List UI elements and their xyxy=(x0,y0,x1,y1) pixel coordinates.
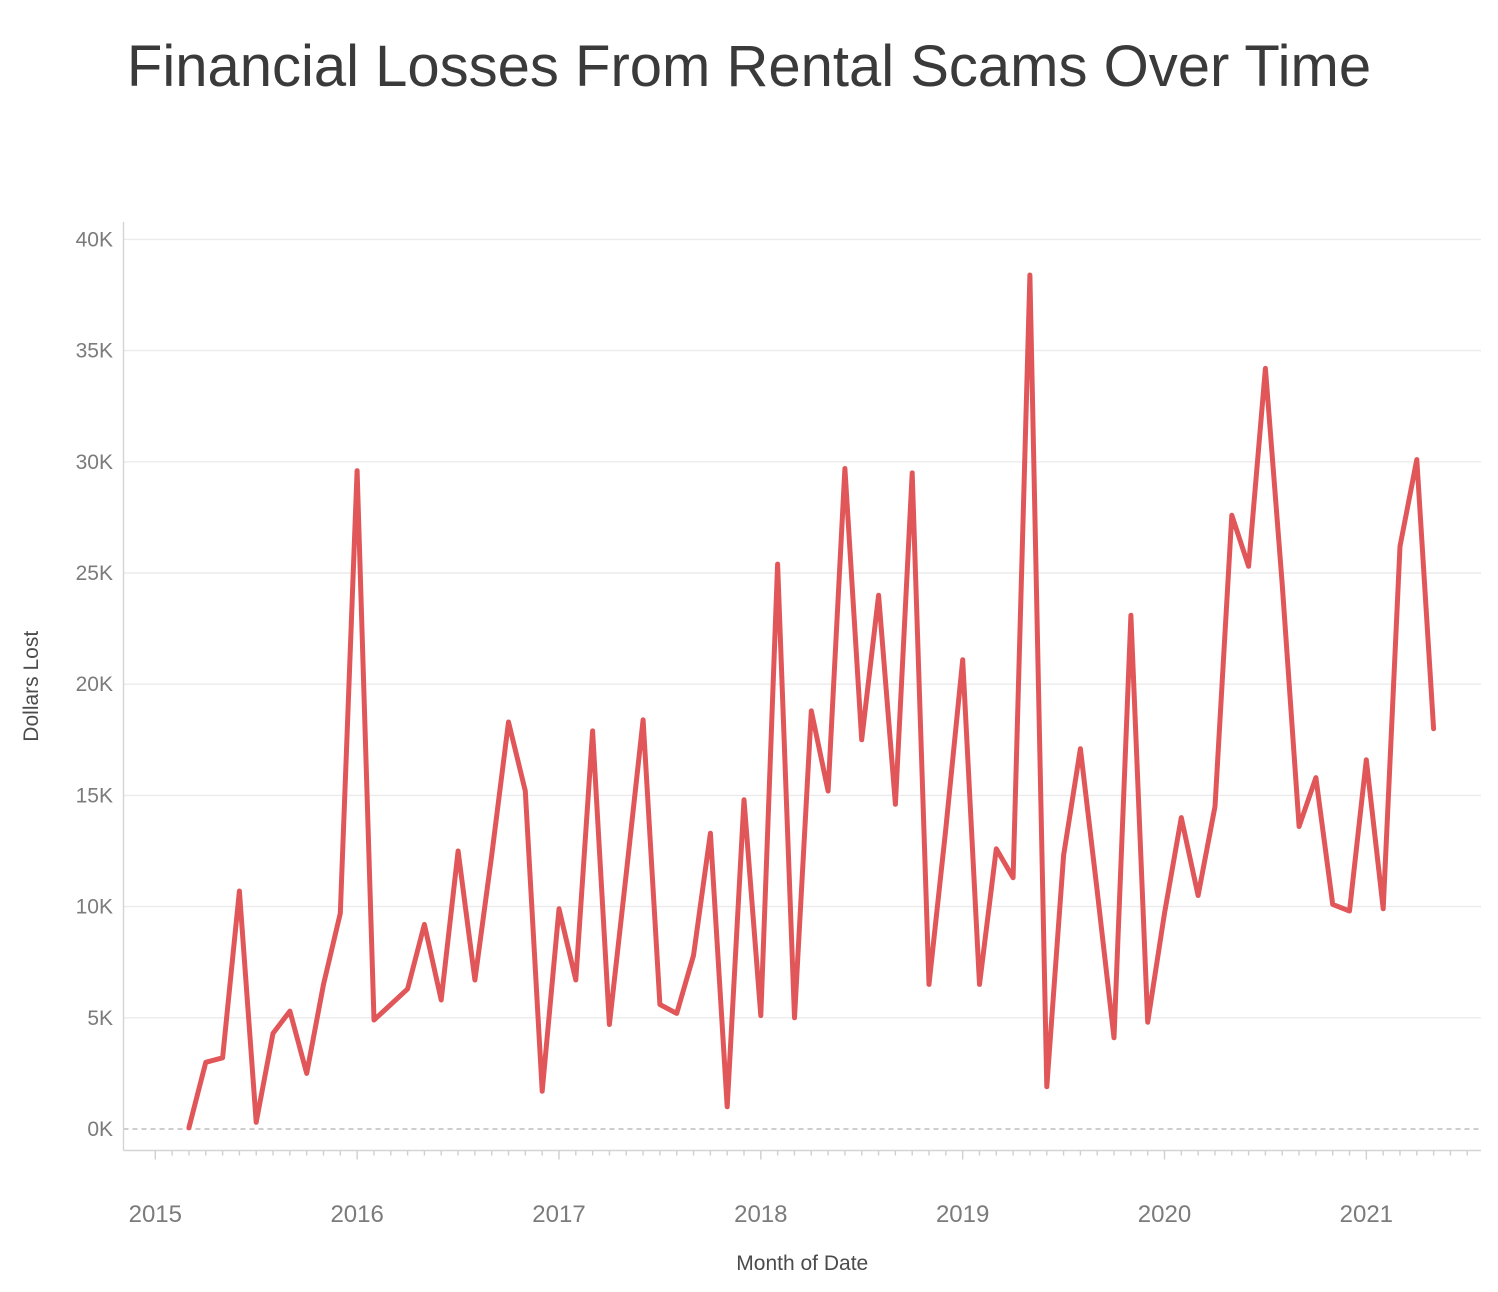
chart-title: Financial Losses From Rental Scams Over … xyxy=(126,34,1372,99)
y-tick-label: 15K xyxy=(76,784,113,807)
y-tick-label: 10K xyxy=(76,896,113,919)
x-tick-label: 2015 xyxy=(129,1201,182,1228)
y-tick-label: 35K xyxy=(76,340,113,363)
axis-border xyxy=(122,222,1481,1152)
x-axis-title: Month of Date xyxy=(736,1252,868,1275)
y-tick-label: 0K xyxy=(87,1118,113,1141)
x-tick-label: 2021 xyxy=(1340,1201,1393,1228)
y-tick-labels: 0K 5K 10K 15K 20K 25K 30K 35K 40K xyxy=(76,228,113,1141)
y-tick-label: 5K xyxy=(87,1007,113,1030)
x-tick-labels: 2015 2016 2017 2018 2019 2020 2021 xyxy=(129,1201,1393,1228)
x-tick-label: 2019 xyxy=(936,1201,989,1228)
loss-trend-line[interactable] xyxy=(186,272,1437,1131)
x-tick-label: 2018 xyxy=(734,1201,787,1228)
x-axis-ticks xyxy=(154,1150,1468,1160)
x-tick-label: 2016 xyxy=(330,1201,383,1228)
x-tick-label: 2017 xyxy=(532,1201,585,1228)
y-tick-label: 30K xyxy=(76,451,113,474)
y-gridlines xyxy=(123,238,1481,1130)
y-axis-title: Dollars Lost xyxy=(20,631,43,742)
y-tick-label: 25K xyxy=(76,562,113,585)
y-tick-label: 40K xyxy=(76,228,113,251)
y-tick-label: 20K xyxy=(76,673,113,696)
x-tick-label: 2020 xyxy=(1138,1201,1191,1228)
